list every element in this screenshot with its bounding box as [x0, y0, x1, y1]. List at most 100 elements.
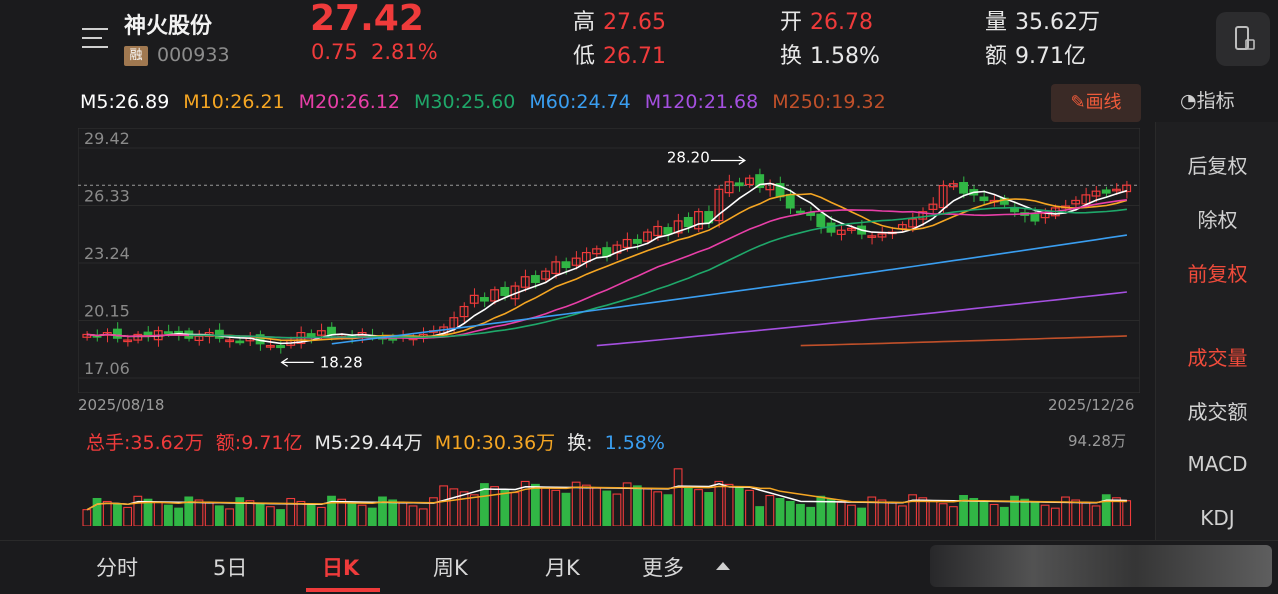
- volume-legend: 总手:35.62万 额:9.71亿 M5:29.44万 M10:30.36万 换: 1.5…: [86, 428, 689, 455]
- ma10-value: M10:26.21: [183, 91, 285, 113]
- volume-bar: [194, 499, 204, 526]
- candle: [82, 333, 92, 338]
- candle: [133, 333, 143, 341]
- volume-bar: [724, 483, 734, 526]
- stock-name: 神火股份: [124, 14, 213, 39]
- volume-bar: [82, 509, 92, 526]
- candle: [795, 210, 805, 214]
- candle: [724, 181, 734, 194]
- volume-bar: [847, 504, 856, 526]
- volume-bar: [979, 500, 989, 526]
- volume-bar: [765, 495, 775, 526]
- side-item-macd[interactable]: MACD: [1187, 452, 1248, 476]
- landscape-toggle-button[interactable]: [1216, 12, 1270, 66]
- volume-bar: [1122, 500, 1132, 526]
- date-start: 2025/08/18: [78, 396, 165, 414]
- ma-legend: M5:26.89 M10:26.21 M20:26.12 M30:25.60 M60:2…: [80, 91, 900, 113]
- volume-bar: [265, 506, 275, 526]
- volume-bar: [113, 503, 122, 526]
- candle: [194, 335, 204, 342]
- volume-bar: [316, 506, 326, 526]
- candle: [908, 218, 918, 228]
- volume-ma5: M5:29.44万: [314, 432, 423, 454]
- tab-5day[interactable]: 5日: [213, 556, 248, 580]
- volume-bar: [347, 501, 357, 526]
- y-tick-label: 26.33: [84, 187, 130, 206]
- volume-bar: [887, 502, 897, 526]
- candle: [276, 345, 285, 349]
- volume-total: 总手:35.62万: [86, 432, 204, 454]
- candle: [469, 294, 479, 304]
- pencil-icon: ✎: [1070, 92, 1086, 113]
- volume-bar: [225, 508, 234, 526]
- candle: [938, 184, 948, 209]
- stat-high: 高 27.65: [573, 10, 666, 35]
- volume-bar: [143, 498, 153, 526]
- side-item-pre-adjust[interactable]: 前复权: [1187, 262, 1248, 286]
- volume-bar: [388, 499, 398, 526]
- date-end: 2025/12/26: [1048, 396, 1135, 414]
- stat-volume: 量 35.62万: [985, 10, 1100, 35]
- stock-code: 000933: [157, 44, 230, 66]
- candle: [622, 238, 632, 248]
- menu-icon[interactable]: [82, 26, 110, 50]
- volume-bar: [1020, 498, 1030, 526]
- volume-bar: [449, 488, 459, 526]
- side-item-amount[interactable]: 成交额: [1187, 400, 1248, 424]
- volume-bar: [622, 482, 632, 526]
- volume-bar: [1081, 502, 1091, 526]
- candle: [632, 238, 642, 244]
- chevron-up-icon[interactable]: [716, 562, 730, 570]
- volume-bar: [734, 486, 744, 526]
- volume-bar: [755, 506, 765, 526]
- volume-bar: [867, 496, 877, 526]
- candle: [1112, 188, 1121, 192]
- tab-more[interactable]: 更多: [642, 556, 684, 580]
- side-item-ex-rights[interactable]: 除权: [1197, 208, 1238, 232]
- stat-open: 开 26.78: [780, 10, 873, 35]
- volume-bar: [174, 507, 183, 526]
- volume-bar: [286, 497, 296, 526]
- tab-active-indicator: [306, 588, 380, 592]
- volume-bar: [806, 506, 816, 526]
- volume-bar: [102, 500, 112, 526]
- stat-amount: 额 9.71亿: [985, 44, 1087, 69]
- candle: [694, 211, 703, 230]
- stat-turnover: 换 1.58%: [780, 44, 880, 69]
- volume-bar: [510, 492, 520, 526]
- volume-bar: [1061, 496, 1070, 526]
- tab-intraday[interactable]: 分时: [96, 556, 138, 580]
- phone-icon: [1235, 26, 1255, 50]
- volume-bar: [704, 492, 714, 526]
- tab-weekly-k[interactable]: 周K: [433, 556, 468, 580]
- tab-daily-k[interactable]: 日K: [322, 556, 360, 580]
- tab-monthly-k[interactable]: 月K: [545, 556, 580, 580]
- volume-bar: [1010, 495, 1019, 526]
- side-item-post-adjust[interactable]: 后复权: [1187, 154, 1248, 178]
- ma250-line: [800, 335, 1127, 347]
- side-item-kdj[interactable]: KDJ: [1200, 506, 1235, 530]
- volume-bar: [1071, 499, 1081, 526]
- volume-bar: [459, 491, 469, 526]
- candle: [541, 270, 551, 280]
- side-item-volume[interactable]: 成交量: [1187, 346, 1248, 370]
- volume-bar: [337, 498, 347, 526]
- volume-bar: [877, 499, 887, 526]
- candle: [530, 275, 540, 283]
- volume-chart[interactable]: [78, 452, 1140, 526]
- volume-bar: [714, 480, 724, 526]
- ma20-value: M20:26.12: [298, 91, 401, 113]
- volume-bar: [541, 486, 550, 526]
- candlestick-chart[interactable]: 29.42 26.33 23.24 20.15 17.06 28.20 18.28: [78, 128, 1140, 393]
- candle: [163, 331, 173, 334]
- candle: [714, 188, 724, 222]
- indicator-button[interactable]: ◔指标: [1180, 90, 1235, 112]
- gauge-icon: ◔: [1180, 90, 1197, 112]
- volume-bar: [439, 485, 449, 526]
- price-change: 0.75: [311, 40, 358, 64]
- volume-bar: [632, 485, 642, 526]
- y-tick-label: 23.24: [84, 244, 130, 263]
- volume-bar: [327, 495, 336, 526]
- y-tick-label: 29.42: [84, 129, 130, 148]
- draw-line-button[interactable]: ✎画线: [1051, 84, 1141, 122]
